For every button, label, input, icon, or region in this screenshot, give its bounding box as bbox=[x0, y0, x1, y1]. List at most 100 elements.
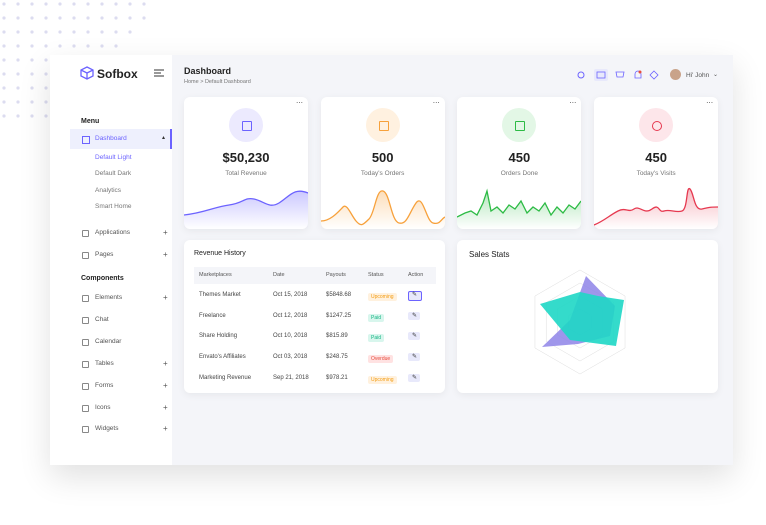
nav-icon bbox=[82, 338, 89, 346]
edit-icon: ✎ bbox=[412, 354, 418, 361]
card-value: 450 bbox=[645, 150, 667, 165]
table-cell: Marketing Revenue bbox=[199, 374, 252, 381]
nav-expand: + bbox=[163, 358, 168, 368]
sub-item[interactable]: Analytics bbox=[95, 186, 122, 194]
table-cell: Oct 15, 2018 bbox=[273, 292, 308, 298]
card-icon-glyph bbox=[515, 121, 526, 131]
nav-icon bbox=[82, 404, 89, 412]
card-icon bbox=[229, 108, 263, 142]
nav-item[interactable]: Tables bbox=[95, 359, 114, 367]
avatar[interactable] bbox=[670, 69, 681, 80]
nav-expand: + bbox=[163, 380, 168, 390]
nav-item[interactable]: Calendar bbox=[95, 337, 122, 345]
status-badge: Paid bbox=[368, 334, 385, 343]
sparkline bbox=[184, 190, 308, 229]
table-cell: Oct 12, 2018 bbox=[273, 312, 308, 319]
table-cell: Oct 10, 2018 bbox=[273, 333, 308, 340]
card-label: Orders Done bbox=[500, 170, 538, 177]
nav-item[interactable]: Pages bbox=[95, 251, 114, 258]
table-cell: Envato's Affiliates bbox=[199, 354, 246, 361]
nav-item[interactable]: Elements bbox=[95, 294, 123, 301]
nav-expand: + bbox=[163, 293, 168, 302]
sub-item[interactable]: Default Light bbox=[95, 154, 132, 161]
table-cell: $978.21 bbox=[326, 374, 348, 381]
edit-button[interactable] bbox=[408, 291, 422, 301]
active-item-bg bbox=[70, 129, 172, 149]
brand: Sofbox bbox=[97, 67, 138, 81]
card-value: 450 bbox=[508, 150, 531, 165]
status-badge: Upcoming bbox=[368, 293, 397, 301]
nav-caret: ▴ bbox=[162, 135, 166, 141]
table-cell: $248.75 bbox=[326, 354, 348, 361]
logo-icon bbox=[80, 66, 94, 80]
radar-chart bbox=[534, 269, 626, 375]
user-caret[interactable]: ⌄ bbox=[713, 72, 719, 78]
column-header: Payouts bbox=[326, 272, 346, 278]
sub-item[interactable]: Default Dark bbox=[95, 170, 132, 178]
nav-icon bbox=[82, 252, 89, 259]
sparkline bbox=[594, 188, 719, 229]
edit-icon: ✎ bbox=[412, 292, 418, 298]
nav-item[interactable]: Forms bbox=[95, 381, 114, 389]
edit-icon: ✎ bbox=[412, 312, 418, 319]
table-cell: $1247.25 bbox=[326, 312, 352, 319]
table-cell: Freelance bbox=[199, 312, 226, 319]
column-header: Status bbox=[368, 272, 384, 278]
edit-button[interactable] bbox=[408, 353, 420, 362]
card-label: Today's Visits bbox=[636, 170, 676, 177]
edit-button[interactable] bbox=[408, 332, 420, 341]
nav-expand: + bbox=[163, 228, 168, 237]
nav-item[interactable]: Widgets bbox=[95, 425, 119, 433]
card-menu[interactable]: ⋯ bbox=[296, 100, 303, 107]
card-menu[interactable]: ⋯ bbox=[706, 100, 714, 107]
sidebar bbox=[50, 55, 172, 465]
column-header: Marketplaces bbox=[199, 272, 232, 278]
card-menu[interactable]: ⋯ bbox=[432, 100, 440, 107]
nav-expand: + bbox=[163, 250, 168, 259]
card-icon bbox=[502, 108, 537, 142]
table-card bbox=[184, 240, 445, 393]
nav-item[interactable]: Icons bbox=[95, 403, 111, 411]
sparkline bbox=[320, 190, 445, 229]
card-value: 500 bbox=[371, 150, 394, 165]
components-heading: Components bbox=[81, 275, 124, 282]
nav-expand: + bbox=[163, 402, 168, 412]
card-label: Total Revenue bbox=[225, 170, 267, 177]
nav-icon bbox=[82, 382, 89, 390]
nav-item[interactable]: Applications bbox=[95, 229, 131, 236]
card-label: Today's Orders bbox=[360, 170, 405, 177]
menu-heading: Menu bbox=[81, 118, 100, 125]
page-title: Dashboard bbox=[184, 66, 232, 76]
nav-icon bbox=[82, 316, 89, 324]
sales-title: Sales Stats bbox=[469, 250, 510, 259]
user-name[interactable]: Hi' John bbox=[686, 72, 710, 79]
card-icon-glyph bbox=[242, 121, 252, 131]
table-cell: Sep 21, 2018 bbox=[273, 374, 309, 381]
card-value: $50,230 bbox=[222, 150, 270, 165]
menu-toggle[interactable] bbox=[154, 69, 164, 77]
column-header: Date bbox=[273, 272, 285, 278]
card-menu[interactable]: ⋯ bbox=[569, 100, 577, 107]
nav-icon bbox=[82, 136, 90, 144]
nav-item[interactable]: Dashboard bbox=[95, 135, 127, 142]
sub-item[interactable]: Smart Home bbox=[95, 202, 132, 210]
nav-expand: + bbox=[163, 424, 168, 434]
status-badge: Overdue bbox=[368, 355, 394, 364]
table-cell: Share Holding bbox=[199, 333, 238, 340]
nav-icon bbox=[82, 295, 89, 302]
header-icons bbox=[577, 69, 659, 81]
sparkline bbox=[457, 188, 582, 229]
edit-button[interactable] bbox=[408, 311, 420, 320]
status-badge: Upcoming bbox=[368, 375, 397, 384]
card-icon-glyph bbox=[378, 121, 389, 131]
table-cell: $5848.68 bbox=[326, 292, 352, 298]
breadcrumb[interactable]: Home > Default Dashboard bbox=[184, 79, 251, 85]
card-icon-glyph bbox=[652, 121, 663, 131]
nav-icon bbox=[82, 230, 89, 237]
table-cell: Oct 03, 2018 bbox=[273, 354, 308, 361]
nav-item[interactable]: Chat bbox=[95, 315, 109, 323]
edit-button[interactable] bbox=[408, 373, 420, 382]
table-header-bg bbox=[194, 267, 436, 284]
edit-icon: ✎ bbox=[412, 374, 418, 381]
